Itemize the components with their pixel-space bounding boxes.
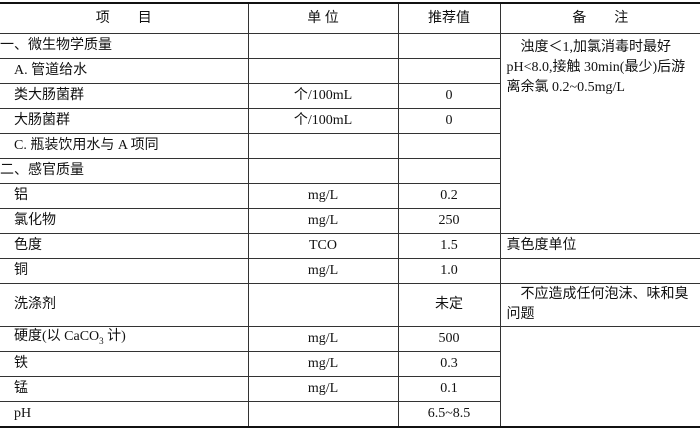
- item-cell: 大肠菌群: [0, 108, 249, 134]
- table-row: 一、微生物学质量 浊度＜1,加氯消毒时最好pH<8.0,接触 30min(最少)…: [0, 33, 700, 234]
- unit-cell: [247, 133, 399, 159]
- subscript: 3: [99, 335, 104, 346]
- value-cell: 0: [397, 108, 500, 134]
- item-cell: 硬度(以 CaCO3 计): [0, 326, 249, 352]
- value-cell: 1.5: [397, 233, 501, 259]
- item-text: 硬度(以 CaCO: [14, 329, 100, 345]
- note-cell-empty: [499, 326, 700, 428]
- table-row: pH 6.5~8.5: [0, 401, 700, 428]
- table-row: A. 管道给水: [0, 58, 700, 84]
- unit-cell: [247, 33, 399, 59]
- value-cell: [397, 58, 500, 84]
- value-cell: 500: [397, 326, 501, 352]
- value-cell: 250: [397, 208, 500, 234]
- header-item: 项 目: [0, 2, 249, 34]
- unit-cell: 个/100mL: [247, 108, 399, 134]
- unit-cell: mg/L: [247, 326, 399, 352]
- item-cell: 铜: [0, 258, 249, 284]
- item-cell: 铁: [0, 351, 249, 377]
- unit-cell: [247, 401, 399, 428]
- value-cell: [397, 33, 501, 59]
- note-cell-detergent: 不应造成任何泡沫、味和臭问题: [499, 283, 700, 327]
- table-row: 洗涤剂 未定 不应造成任何泡沫、味和臭问题: [0, 283, 700, 327]
- unit-cell: mg/L: [247, 183, 399, 209]
- table-row: 锰 mg/L 0.1: [0, 376, 700, 402]
- note-cell-color: 真色度单位: [499, 233, 700, 259]
- item-cell: 洗涤剂: [0, 283, 249, 327]
- unit-cell: mg/L: [247, 376, 399, 402]
- table-row: 类大肠菌群 个/100mL 0: [0, 83, 700, 109]
- table-row: 二、感官质量: [0, 158, 700, 184]
- item-cell: 锰: [0, 376, 249, 402]
- item-cell: A. 管道给水: [0, 58, 249, 84]
- value-cell: 1.0: [397, 258, 501, 284]
- table-row: 色度 TCO 1.5 真色度单位: [0, 233, 700, 259]
- header-note: 备 注: [499, 2, 700, 34]
- note-cell-empty: [499, 258, 700, 284]
- unit-cell: 个/100mL: [247, 83, 399, 109]
- item-cell: 氯化物: [0, 208, 249, 234]
- table-row: 氯化物 mg/L 250: [0, 208, 700, 234]
- value-cell: 0: [397, 83, 500, 109]
- value-cell: [397, 133, 500, 159]
- note-cell-microbial: 浊度＜1,加氯消毒时最好pH<8.0,接触 30min(最少)后游离余氯 0.2…: [499, 33, 700, 234]
- unit-cell: mg/L: [247, 351, 399, 377]
- table-row: 大肠菌群 个/100mL 0: [0, 108, 700, 134]
- item-cell: 一、微生物学质量: [0, 33, 249, 59]
- unit-cell: TCO: [247, 233, 399, 259]
- unit-cell: [247, 58, 399, 84]
- item-text-tail: 计): [103, 329, 126, 345]
- table-row: 铜 mg/L 1.0: [0, 258, 700, 284]
- water-quality-table: 项 目 单 位 推荐值 备 注 一、微生物学质量 浊度＜1,加氯消毒时最好pH<…: [0, 2, 700, 428]
- value-cell: 6.5~8.5: [397, 401, 500, 428]
- item-cell: 类大肠菌群: [0, 83, 249, 109]
- item-cell: 铝: [0, 183, 249, 209]
- item-cell: 色度: [0, 233, 249, 259]
- unit-cell: [247, 283, 399, 327]
- item-cell: pH: [0, 401, 249, 428]
- table-row: 铁 mg/L 0.3: [0, 351, 700, 377]
- note-text: 不应造成任何泡沫、味和臭问题: [506, 287, 689, 322]
- value-cell: 0.3: [397, 351, 500, 377]
- item-cell: C. 瓶装饮用水与 A 项同: [0, 133, 249, 159]
- header-row: 项 目 单 位 推荐值 备 注: [0, 2, 700, 34]
- item-cell: 二、感官质量: [0, 158, 249, 184]
- value-cell: 未定: [397, 283, 501, 327]
- value-cell: 0.2: [397, 183, 500, 209]
- value-cell: [397, 158, 500, 184]
- note-text: 浊度＜1,加氯消毒时最好pH<8.0,接触 30min(最少)后游离余氯 0.2…: [506, 40, 686, 95]
- table-row: 硬度(以 CaCO3 计) mg/L 500: [0, 326, 700, 428]
- header-unit: 单 位: [247, 2, 399, 34]
- unit-cell: mg/L: [247, 258, 399, 284]
- unit-cell: mg/L: [247, 208, 399, 234]
- unit-cell: [247, 158, 399, 184]
- value-cell: 0.1: [397, 376, 500, 402]
- table-row: 铝 mg/L 0.2: [0, 183, 700, 209]
- header-value: 推荐值: [397, 2, 501, 34]
